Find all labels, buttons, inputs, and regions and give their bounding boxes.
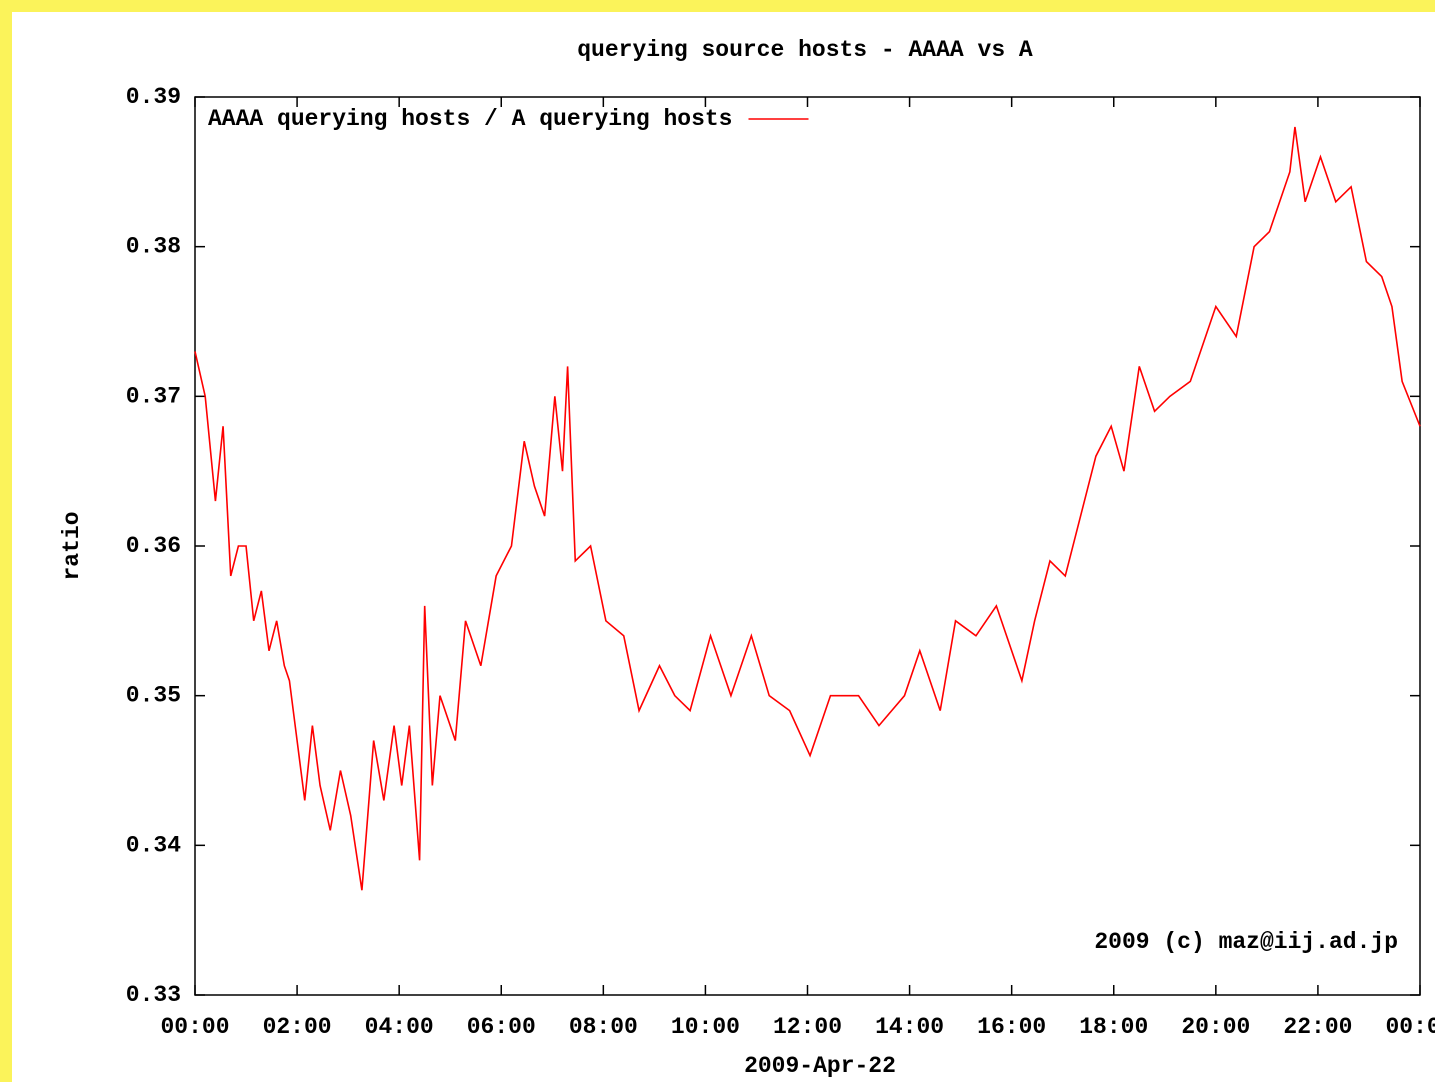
- x-tick-label: 10:00: [671, 1014, 740, 1040]
- legend-label: AAAA querying hosts / A querying hosts: [208, 106, 733, 132]
- x-axis-label: 2009-Apr-22: [744, 1053, 896, 1079]
- y-tick-label: 0.34: [126, 832, 181, 858]
- y-tick-label: 0.38: [126, 234, 181, 260]
- plot-background: [12, 12, 1435, 1082]
- y-tick-label: 0.35: [126, 683, 181, 709]
- y-tick-label: 0.37: [126, 383, 181, 409]
- x-tick-label: 00:00: [160, 1014, 229, 1040]
- data-line: [194, 126, 1421, 891]
- y-tick-label: 0.36: [126, 533, 181, 559]
- x-tick-label: 00:00: [1385, 1014, 1435, 1040]
- x-tick-label: 22:00: [1283, 1014, 1352, 1040]
- y-tick-label: 0.39: [126, 84, 181, 110]
- y-tick-label: 0.33: [126, 982, 181, 1008]
- x-tick-label: 12:00: [773, 1014, 842, 1040]
- x-tick-label: 04:00: [365, 1014, 434, 1040]
- x-tick-label: 06:00: [467, 1014, 536, 1040]
- x-tick-label: 20:00: [1181, 1014, 1250, 1040]
- y-axis-label: ratio: [59, 511, 85, 580]
- x-tick-label: 14:00: [875, 1014, 944, 1040]
- annotation: 2009 (c) maz@iij.ad.jp: [1094, 929, 1398, 955]
- x-tick-label: 02:00: [263, 1014, 332, 1040]
- x-tick-label: 16:00: [977, 1014, 1046, 1040]
- x-tick-label: 08:00: [569, 1014, 638, 1040]
- x-tick-label: 18:00: [1079, 1014, 1148, 1040]
- chart-title: querying source hosts - AAAA vs A: [577, 37, 1033, 63]
